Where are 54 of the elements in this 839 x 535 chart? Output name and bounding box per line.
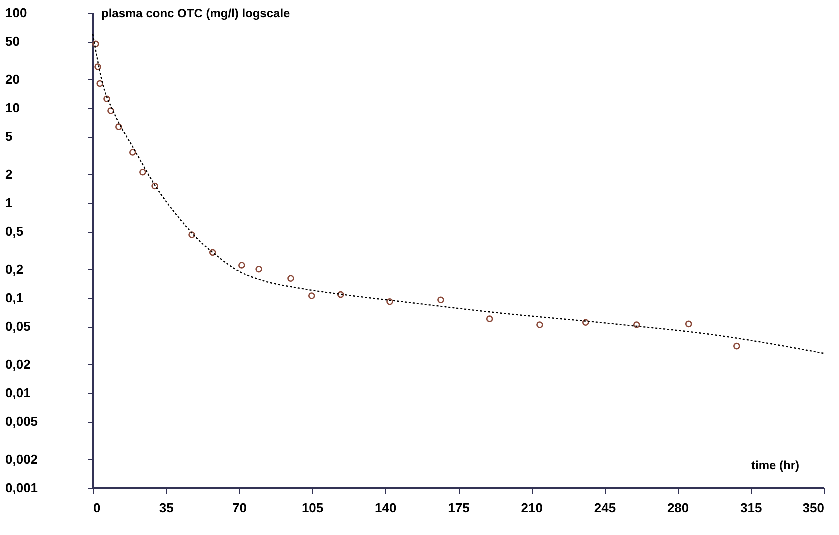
x-tick-label: 210 — [521, 500, 543, 516]
x-tick-label: 105 — [302, 500, 324, 516]
point — [582, 319, 590, 326]
point — [308, 292, 316, 300]
y-tick-label: 10 — [6, 100, 20, 116]
y-tick-label: 5 — [6, 129, 13, 144]
y-tick-label: 0,1 — [6, 290, 24, 306]
point — [536, 322, 544, 328]
y-tick-label: 50 — [6, 34, 20, 50]
x-tick-label: 140 — [375, 500, 397, 516]
x-tick-label: 35 — [159, 500, 174, 516]
point — [438, 296, 444, 304]
y-tick-label: 0,02 — [6, 356, 31, 372]
point — [188, 232, 196, 238]
point — [108, 108, 114, 114]
x-tick-label: 70 — [232, 500, 247, 516]
point — [685, 320, 692, 328]
point — [92, 40, 100, 48]
point — [152, 182, 158, 190]
y-tick-label: 0,2 — [6, 262, 24, 277]
point — [130, 149, 136, 156]
y-tick-label: 0,05 — [6, 319, 31, 334]
x-tick-label: 280 — [667, 500, 690, 516]
x-tick-label: 245 — [594, 500, 616, 516]
point — [238, 262, 246, 269]
point — [104, 96, 110, 103]
x-tick-label: 175 — [448, 500, 470, 516]
y-tick-label: 1 — [6, 196, 13, 210]
y-tick-label: 0,005 — [6, 414, 38, 430]
point — [486, 316, 494, 322]
point — [209, 249, 216, 256]
y-tick-label: 0,01 — [6, 386, 31, 400]
point — [96, 80, 104, 88]
point — [633, 322, 640, 328]
y-tick-label: 0,5 — [6, 224, 24, 240]
y-axis-title: plasma conc OTC (mg/l) logscale — [102, 6, 291, 20]
point — [338, 291, 344, 298]
y-tick-label: 0,002 — [6, 452, 38, 467]
point — [734, 342, 740, 350]
y-tick-label: 0,001 — [6, 480, 38, 496]
y-tick-label: 2 — [6, 166, 13, 182]
point — [94, 64, 102, 70]
y-tick-label: 20 — [6, 72, 20, 87]
x-tick-label: 350 — [802, 500, 824, 516]
x-axis-title: time (hr) — [752, 458, 800, 472]
y-tick-label: 100 — [6, 6, 28, 20]
point — [288, 275, 294, 282]
point — [116, 124, 122, 130]
point — [386, 298, 394, 306]
point — [256, 266, 262, 273]
x-tick-label: 0 — [94, 500, 101, 516]
x-tick-label: 315 — [740, 500, 762, 516]
line-series — [92, 33, 825, 354]
point — [140, 169, 146, 176]
